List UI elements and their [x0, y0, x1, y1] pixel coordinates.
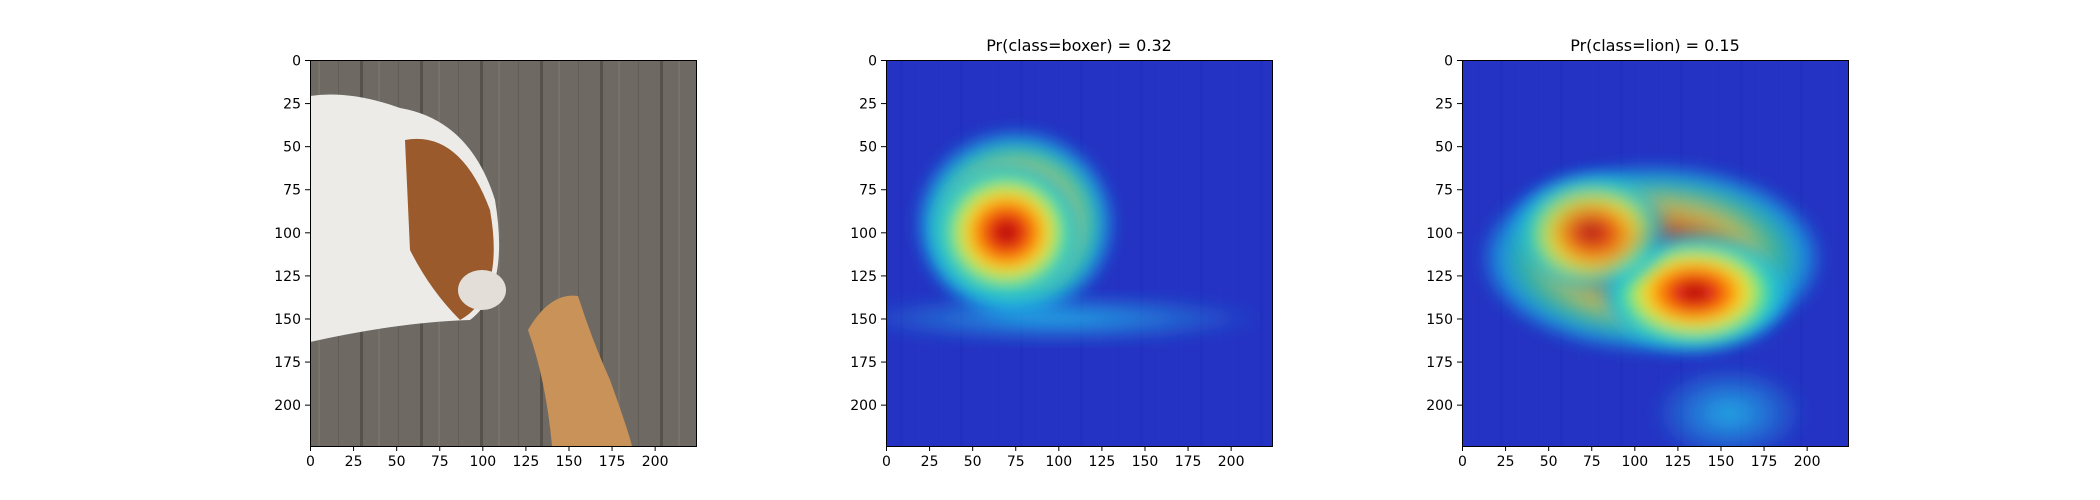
x-tick-label: 150	[1708, 454, 1735, 470]
y-tick-label: 0	[292, 54, 301, 70]
y-tick-label: 125	[274, 269, 301, 285]
x-tick-label: 200	[1794, 454, 1821, 470]
plot-area-original	[310, 60, 697, 447]
heatmap-hotspot-lion-2	[1513, 172, 1669, 293]
x-tick-label: 125	[513, 454, 540, 470]
y-tick-label: 100	[274, 226, 301, 242]
y-tick-label: 75	[283, 183, 301, 199]
y-tick-label: 200	[274, 398, 301, 414]
y-tick-label: 100	[850, 226, 877, 242]
x-axis-original: 0 25 50 75 100 125 150 175 200	[306, 446, 669, 470]
panel-original: 0 25 50 75 100 125 150 175 200 0 25 50 75 100 125 150 1…	[274, 54, 697, 470]
panel-boxer: Pr(class=boxer) = 0.32 0 25 50 75 100 125 150 1…	[850, 36, 1273, 470]
y-tick-label: 200	[1426, 398, 1453, 414]
y-axis-boxer: 0 25 50 75 100 125 150 175 200	[850, 54, 886, 414]
plot-area-lion	[1462, 60, 1849, 447]
x-axis-lion: 0 25 50 75 100 125 150 175 200	[1458, 446, 1821, 470]
y-tick-label: 75	[1435, 183, 1453, 199]
x-tick-label: 25	[345, 454, 363, 470]
y-tick-label: 50	[283, 140, 301, 156]
y-tick-label: 175	[274, 355, 301, 371]
y-axis-original: 0 25 50 75 100 125 150 175 200	[274, 54, 310, 414]
plot-frame-boxer	[886, 60, 1273, 447]
x-tick-label: 150	[556, 454, 583, 470]
x-tick-label: 200	[642, 454, 669, 470]
y-tick-label: 75	[859, 183, 877, 199]
x-tick-label: 200	[1218, 454, 1245, 470]
x-tick-label: 125	[1089, 454, 1116, 470]
panel-title-lion: Pr(class=lion) = 0.15	[1570, 36, 1740, 55]
x-tick-label: 50	[1540, 454, 1558, 470]
y-tick-label: 175	[1426, 355, 1453, 371]
y-tick-label: 150	[850, 312, 877, 328]
y-tick-label: 100	[1426, 226, 1453, 242]
plot-area-boxer	[886, 60, 1273, 447]
x-tick-label: 100	[1621, 454, 1648, 470]
x-tick-label: 50	[964, 454, 982, 470]
x-tick-label: 25	[1497, 454, 1515, 470]
y-tick-label: 200	[850, 398, 877, 414]
y-tick-label: 25	[1435, 97, 1453, 113]
y-tick-label: 50	[1435, 140, 1453, 156]
panel-title-boxer: Pr(class=boxer) = 0.32	[986, 36, 1172, 55]
x-tick-label: 150	[1132, 454, 1159, 470]
x-tick-label: 125	[1665, 454, 1692, 470]
y-tick-label: 25	[859, 97, 877, 113]
heatmap-hotspot-lion-3	[1651, 365, 1807, 446]
x-tick-label: 0	[1458, 454, 1467, 470]
plot-frame-original	[310, 60, 697, 447]
x-tick-label: 25	[921, 454, 939, 470]
heatmap-hotspot-boxer-2	[886, 294, 1266, 343]
y-tick-label: 150	[274, 312, 301, 328]
y-tick-label: 0	[868, 54, 877, 70]
x-tick-label: 50	[388, 454, 406, 470]
y-tick-label: 150	[1426, 312, 1453, 328]
y-tick-label: 175	[850, 355, 877, 371]
x-tick-label: 75	[431, 454, 449, 470]
y-tick-label: 125	[850, 269, 877, 285]
panel-lion: Pr(class=lion) = 0.15 0 25 50 75 100 125 150 17…	[1426, 36, 1849, 470]
y-tick-label: 25	[283, 97, 301, 113]
x-tick-label: 175	[1175, 454, 1202, 470]
plot-frame-lion	[1462, 60, 1849, 447]
x-axis-boxer: 0 25 50 75 100 125 150 175 200	[882, 446, 1245, 470]
x-tick-label: 175	[599, 454, 626, 470]
x-tick-label: 0	[882, 454, 891, 470]
cat-image	[528, 295, 632, 446]
x-tick-label: 100	[1045, 454, 1072, 470]
x-tick-label: 0	[306, 454, 315, 470]
y-tick-label: 50	[859, 140, 877, 156]
heatmap-hotspot-boxer-1	[929, 159, 1085, 305]
x-tick-label: 100	[469, 454, 496, 470]
x-tick-label: 75	[1583, 454, 1601, 470]
dog-muzzle-image	[458, 270, 506, 310]
x-tick-label: 75	[1007, 454, 1025, 470]
y-tick-label: 125	[1426, 269, 1453, 285]
x-tick-label: 175	[1751, 454, 1778, 470]
y-axis-lion: 0 25 50 75 100 125 150 175 200	[1426, 54, 1462, 414]
y-tick-label: 0	[1444, 54, 1453, 70]
